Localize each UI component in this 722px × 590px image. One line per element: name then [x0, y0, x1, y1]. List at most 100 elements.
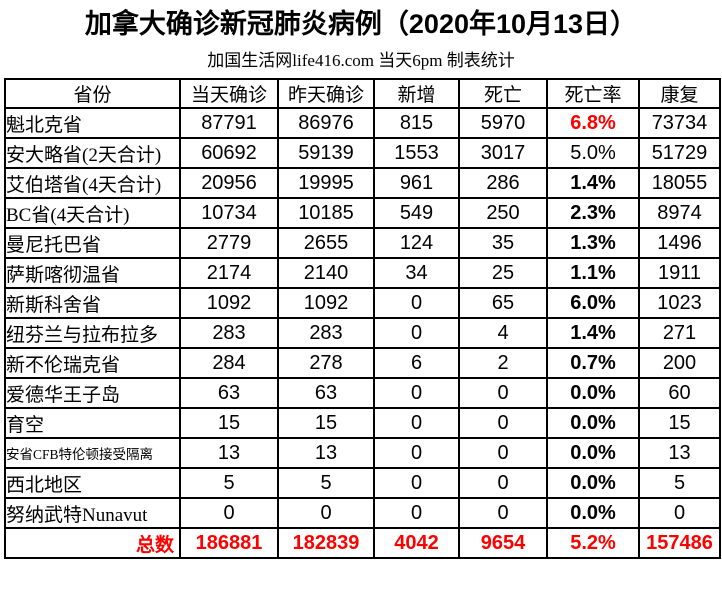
- column-header-province: 省份: [4, 78, 181, 110]
- province-cell: 新斯科舍省: [4, 287, 181, 320]
- deaths-cell: 25: [458, 257, 548, 290]
- yesterday-confirmed-cell: 13: [277, 437, 375, 470]
- recovered-cell: 271: [638, 317, 721, 350]
- total-deaths-cell: 9654: [458, 527, 548, 560]
- today-confirmed-cell: 60692: [179, 137, 279, 170]
- yesterday-confirmed-cell: 59139: [277, 137, 375, 170]
- province-cell: 安大略省(2天合计): [4, 137, 181, 170]
- new-cases-cell: 6: [373, 347, 460, 380]
- table-row: 爱德华王子岛 63 63 0 0 0.0% 60: [4, 377, 721, 410]
- covid-stats-table: 省份 当天确诊 昨天确诊 新增 死亡 死亡率 康复 魁北克省 87791 86976 815 597…: [4, 78, 721, 560]
- table-row: 魁北克省 87791 86976 815 5970 6.8% 73734: [4, 107, 721, 140]
- province-cell: BC省(4天合计): [4, 197, 181, 230]
- header-row: 省份 当天确诊 昨天确诊 新增 死亡 死亡率 康复: [4, 78, 721, 110]
- column-header-recovered: 康复: [638, 78, 721, 110]
- yesterday-confirmed-cell: 278: [277, 347, 375, 380]
- death-rate-cell: 1.4%: [546, 167, 640, 200]
- deaths-cell: 0: [458, 377, 548, 410]
- table-row: 西北地区 5 5 0 0 0.0% 5: [4, 467, 721, 500]
- today-confirmed-cell: 87791: [179, 107, 279, 140]
- death-rate-cell: 5.0%: [546, 137, 640, 170]
- today-confirmed-cell: 0: [179, 497, 279, 530]
- column-header-today: 当天确诊: [179, 78, 279, 110]
- total-today-confirmed-cell: 186881: [179, 527, 279, 560]
- total-recovered-cell: 157486: [638, 527, 721, 560]
- death-rate-cell: 0.0%: [546, 437, 640, 470]
- recovered-cell: 13: [638, 437, 721, 470]
- new-cases-cell: 0: [373, 407, 460, 440]
- province-cell: 萨斯喀彻温省: [4, 257, 181, 290]
- column-header-deaths: 死亡: [458, 78, 548, 110]
- deaths-cell: 3017: [458, 137, 548, 170]
- yesterday-confirmed-cell: 1092: [277, 287, 375, 320]
- today-confirmed-cell: 2779: [179, 227, 279, 260]
- yesterday-confirmed-cell: 15: [277, 407, 375, 440]
- recovered-cell: 73734: [638, 107, 721, 140]
- recovered-cell: 1911: [638, 257, 721, 290]
- today-confirmed-cell: 10734: [179, 197, 279, 230]
- recovered-cell: 1496: [638, 227, 721, 260]
- today-confirmed-cell: 15: [179, 407, 279, 440]
- province-cell: 西北地区: [4, 467, 181, 500]
- deaths-cell: 0: [458, 437, 548, 470]
- province-cell: 新不伦瑞克省: [4, 347, 181, 380]
- total-row: 总数 186881 182839 4042 9654 5.2% 157486: [4, 527, 721, 560]
- new-cases-cell: 1553: [373, 137, 460, 170]
- today-confirmed-cell: 2174: [179, 257, 279, 290]
- covid-stats-page: 加拿大确诊新冠肺炎病例（2020年10月13日） 加国生活网life416.co…: [0, 8, 722, 560]
- new-cases-cell: 0: [373, 317, 460, 350]
- death-rate-cell: 2.3%: [546, 197, 640, 230]
- column-header-yesterday: 昨天确诊: [277, 78, 375, 110]
- yesterday-confirmed-cell: 86976: [277, 107, 375, 140]
- new-cases-cell: 0: [373, 287, 460, 320]
- recovered-cell: 1023: [638, 287, 721, 320]
- province-cell: 艾伯塔省(4天合计): [4, 167, 181, 200]
- new-cases-cell: 961: [373, 167, 460, 200]
- death-rate-cell: 0.0%: [546, 467, 640, 500]
- province-cell: 安省CFB特伦顿接受隔离: [4, 437, 181, 470]
- table-row: 纽芬兰与拉布拉多 283 283 0 4 1.4% 271: [4, 317, 721, 350]
- total-death-rate-cell: 5.2%: [546, 527, 640, 560]
- province-cell: 曼尼托巴省: [4, 227, 181, 260]
- today-confirmed-cell: 13: [179, 437, 279, 470]
- deaths-cell: 65: [458, 287, 548, 320]
- recovered-cell: 60: [638, 377, 721, 410]
- today-confirmed-cell: 20956: [179, 167, 279, 200]
- total-new-cases-cell: 4042: [373, 527, 460, 560]
- new-cases-cell: 124: [373, 227, 460, 260]
- deaths-cell: 0: [458, 497, 548, 530]
- new-cases-cell: 549: [373, 197, 460, 230]
- death-rate-cell: 6.0%: [546, 287, 640, 320]
- yesterday-confirmed-cell: 63: [277, 377, 375, 410]
- recovered-cell: 5: [638, 467, 721, 500]
- deaths-cell: 5970: [458, 107, 548, 140]
- deaths-cell: 4: [458, 317, 548, 350]
- deaths-cell: 0: [458, 467, 548, 500]
- table-row: 曼尼托巴省 2779 2655 124 35 1.3% 1496: [4, 227, 721, 260]
- recovered-cell: 8974: [638, 197, 721, 230]
- total-label: 总数: [4, 527, 181, 560]
- yesterday-confirmed-cell: 283: [277, 317, 375, 350]
- yesterday-confirmed-cell: 19995: [277, 167, 375, 200]
- new-cases-cell: 815: [373, 107, 460, 140]
- table-row: 安大略省(2天合计) 60692 59139 1553 3017 5.0% 51729: [4, 137, 721, 170]
- new-cases-cell: 34: [373, 257, 460, 290]
- province-cell: 育空: [4, 407, 181, 440]
- recovered-cell: 51729: [638, 137, 721, 170]
- today-confirmed-cell: 5: [179, 467, 279, 500]
- table-row: 努纳武特Nunavut 0 0 0 0 0.0% 0: [4, 497, 721, 530]
- province-cell: 魁北克省: [4, 107, 181, 140]
- table-row: 安省CFB特伦顿接受隔离 13 13 0 0 0.0% 13: [4, 437, 721, 470]
- deaths-cell: 0: [458, 407, 548, 440]
- today-confirmed-cell: 283: [179, 317, 279, 350]
- table-row: 新不伦瑞克省 284 278 6 2 0.7% 200: [4, 347, 721, 380]
- column-header-new: 新增: [373, 78, 460, 110]
- today-confirmed-cell: 63: [179, 377, 279, 410]
- deaths-cell: 250: [458, 197, 548, 230]
- new-cases-cell: 0: [373, 497, 460, 530]
- total-yesterday-confirmed-cell: 182839: [277, 527, 375, 560]
- new-cases-cell: 0: [373, 377, 460, 410]
- page-subtitle: 加国生活网life416.com 当天6pm 制表统计: [207, 51, 515, 71]
- death-rate-cell: 0.7%: [546, 347, 640, 380]
- deaths-cell: 2: [458, 347, 548, 380]
